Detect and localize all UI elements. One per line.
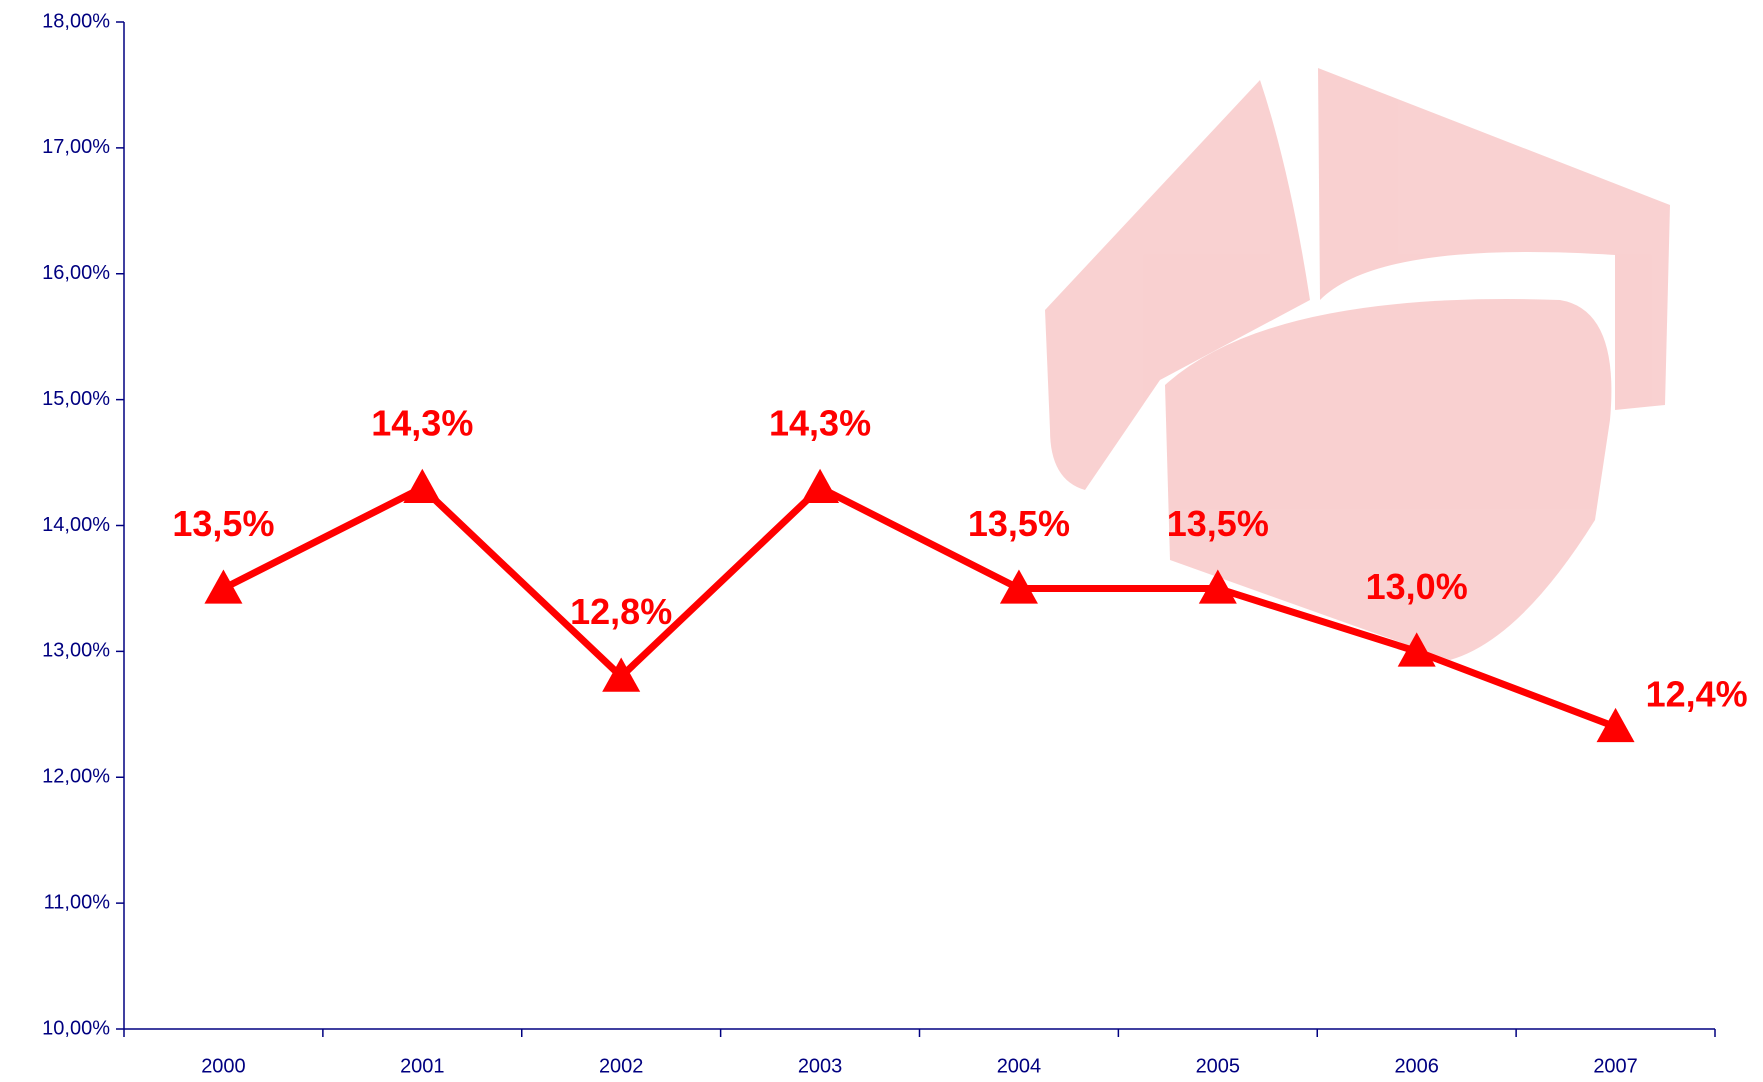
value-label: 12,4% <box>1646 673 1748 714</box>
y-tick-label: 17,00% <box>42 136 110 158</box>
background-logo <box>1045 68 1670 660</box>
y-tick-label: 14,00% <box>42 514 110 536</box>
marker <box>1198 569 1237 604</box>
value-label: 13,5% <box>968 503 1070 544</box>
x-tick-label: 2005 <box>1196 1055 1241 1077</box>
marker <box>999 569 1038 604</box>
value-label: 12,8% <box>570 591 672 632</box>
y-tick-label: 18,00% <box>42 10 110 32</box>
y-tick-label: 12,00% <box>42 766 110 788</box>
marker <box>403 468 442 503</box>
marker <box>1596 707 1635 743</box>
x-tick-label: 2002 <box>599 1055 644 1077</box>
x-tick-label: 2003 <box>798 1055 843 1077</box>
value-label: 14,3% <box>371 402 473 443</box>
y-tick-label: 15,00% <box>42 388 110 410</box>
x-tick-label: 2000 <box>201 1055 246 1077</box>
marker <box>801 468 840 503</box>
x-tick-label: 2006 <box>1394 1055 1439 1077</box>
value-label: 13,0% <box>1366 566 1468 607</box>
y-tick-label: 13,00% <box>42 640 110 662</box>
marker <box>1397 632 1436 667</box>
y-tick-label: 11,00% <box>44 891 111 913</box>
line <box>221 484 1617 731</box>
marker <box>602 657 641 692</box>
y-tick-label: 10,00% <box>42 1017 110 1039</box>
x-tick-label: 2007 <box>1593 1055 1638 1077</box>
marker <box>204 569 243 604</box>
value-label: 13,5% <box>172 503 274 544</box>
y-tick-label: 16,00% <box>42 262 110 284</box>
x-tick-label: 2004 <box>997 1055 1042 1077</box>
x-tick-label: 2001 <box>400 1055 445 1077</box>
value-label: 13,5% <box>1167 503 1269 544</box>
value-label: 14,3% <box>769 402 871 443</box>
